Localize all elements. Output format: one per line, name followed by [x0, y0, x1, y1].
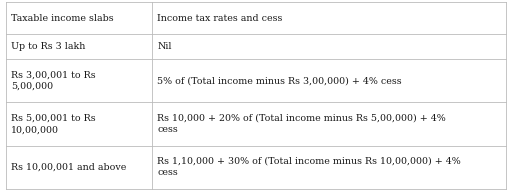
- FancyBboxPatch shape: [6, 2, 152, 34]
- FancyBboxPatch shape: [6, 103, 152, 146]
- Text: Rs 1,10,000 + 30% of (Total income minus Rs 10,00,000) + 4%
cess: Rs 1,10,000 + 30% of (Total income minus…: [157, 157, 461, 177]
- FancyBboxPatch shape: [6, 34, 152, 59]
- Text: Rs 10,000 + 20% of (Total income minus Rs 5,00,000) + 4%
cess: Rs 10,000 + 20% of (Total income minus R…: [157, 114, 446, 134]
- FancyBboxPatch shape: [152, 146, 506, 189]
- FancyBboxPatch shape: [152, 59, 506, 103]
- Text: 5% of (Total income minus Rs 3,00,000) + 4% cess: 5% of (Total income minus Rs 3,00,000) +…: [157, 76, 402, 85]
- Text: Nil: Nil: [157, 42, 172, 51]
- FancyBboxPatch shape: [152, 2, 506, 34]
- Text: Income tax rates and cess: Income tax rates and cess: [157, 14, 283, 23]
- Text: Taxable income slabs: Taxable income slabs: [11, 14, 114, 23]
- FancyBboxPatch shape: [152, 103, 506, 146]
- Text: Rs 3,00,001 to Rs
5,00,000: Rs 3,00,001 to Rs 5,00,000: [11, 71, 96, 91]
- Text: Rs 5,00,001 to Rs
10,00,000: Rs 5,00,001 to Rs 10,00,000: [11, 114, 96, 134]
- FancyBboxPatch shape: [6, 59, 152, 103]
- Text: Up to Rs 3 lakh: Up to Rs 3 lakh: [11, 42, 86, 51]
- FancyBboxPatch shape: [6, 146, 152, 189]
- Text: Rs 10,00,001 and above: Rs 10,00,001 and above: [11, 163, 126, 172]
- FancyBboxPatch shape: [152, 34, 506, 59]
